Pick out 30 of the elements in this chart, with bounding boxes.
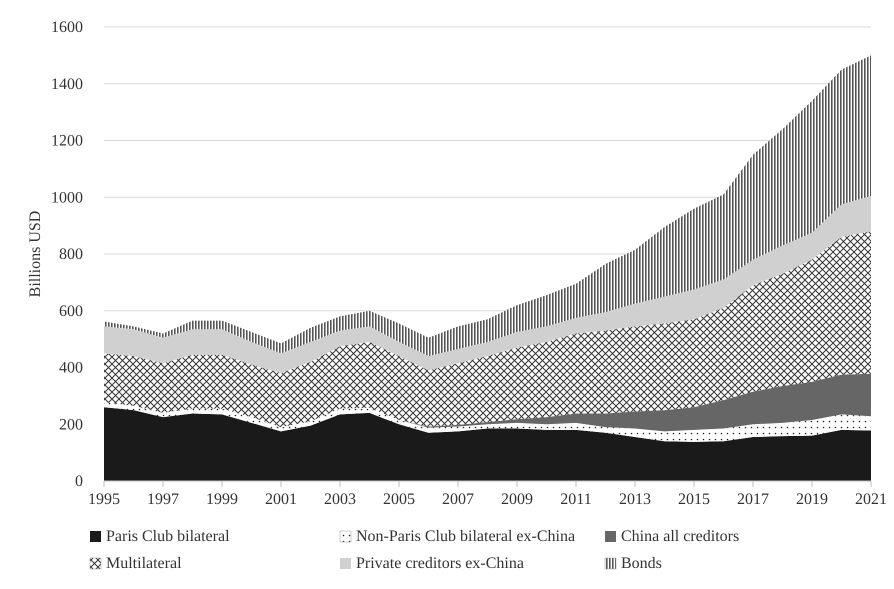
y-tick-label: 0 (75, 473, 83, 490)
y-tick-label: 200 (59, 416, 83, 434)
legend-label: China all creditors (621, 528, 740, 545)
legend-label: Multilateral (106, 555, 182, 572)
x-tick-label: 2017 (737, 491, 769, 508)
y-tick-label: 400 (59, 360, 83, 376)
y-tick-label: 800 (59, 246, 83, 263)
x-tick-label: 1997 (147, 491, 179, 508)
x-tick-label: 2009 (501, 491, 533, 508)
legend-label: Private creditors ex-China (356, 555, 524, 572)
x-tick-label: 2019 (796, 491, 828, 508)
x-tick-label: 2013 (619, 491, 651, 508)
x-tick-label: 2005 (383, 491, 415, 508)
x-tick-label: 1995 (88, 491, 120, 508)
y-axis-title: Billions USD (27, 210, 44, 298)
legend-label: Paris Club bilateral (106, 528, 230, 545)
y-tick-label: 1200 (51, 132, 83, 150)
x-tick-label: 2011 (560, 491, 592, 508)
x-tick-label: 2021 (855, 491, 887, 508)
x-tick-label: 2015 (678, 491, 710, 508)
y-tick-label: 1000 (51, 189, 83, 206)
x-tick-label: 1999 (206, 491, 238, 508)
legend-label: Non-Paris Club bilateral ex-China (356, 528, 576, 545)
x-tick-label: 2001 (265, 491, 297, 508)
y-tick-label: 600 (59, 302, 83, 320)
x-tick-label: 2003 (324, 491, 356, 508)
y-tick-label: 1600 (51, 19, 83, 36)
y-tick-label: 1400 (51, 76, 83, 93)
x-tick-label: 2007 (442, 491, 474, 508)
legend-label: Bonds (621, 555, 662, 572)
